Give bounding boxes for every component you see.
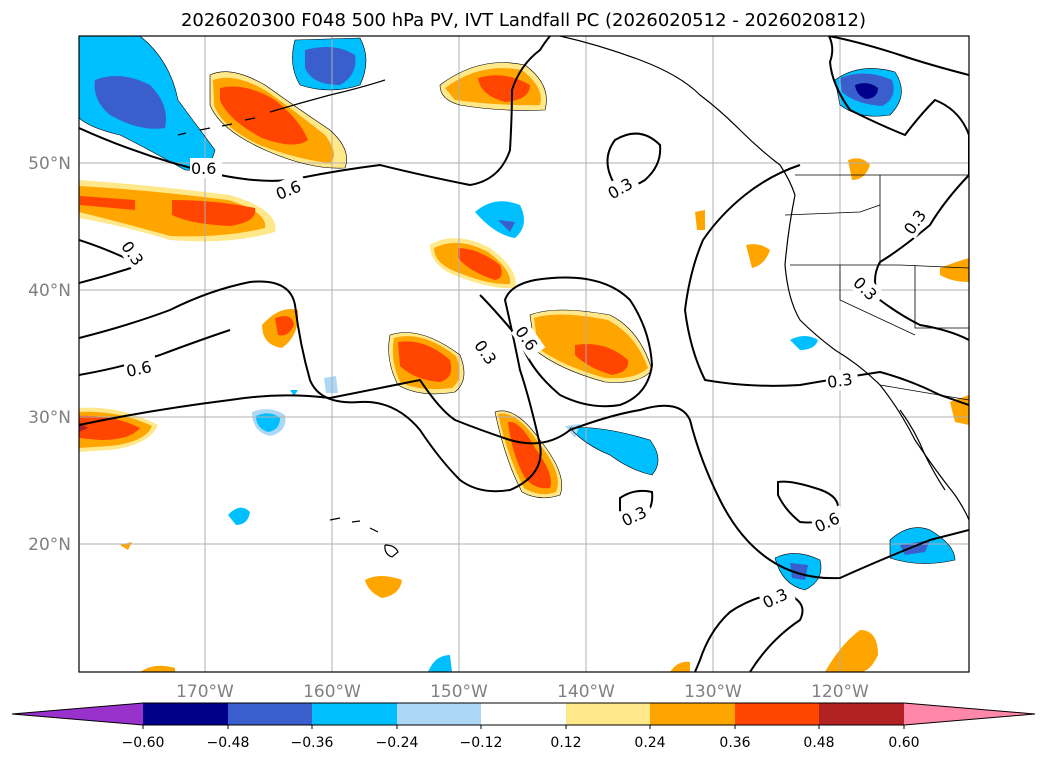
contour-03-bottom: [694, 590, 804, 672]
shade-pos-small7: [825, 630, 878, 672]
shade-pos-haw: [365, 576, 402, 598]
colorbar: −0.60 −0.48 −0.36 −0.24 −0.12 0.12 0.24 …: [11, 702, 1036, 751]
shaded-fields: [79, 36, 969, 672]
latitude-labels: 50°N 40°N 30°N 20°N: [28, 154, 71, 555]
lat-label: 30°N: [28, 408, 71, 428]
map-frame: [78, 35, 970, 673]
lon-label: 150°W: [430, 682, 488, 702]
contour-label: 0.6: [191, 159, 216, 178]
shade-pos-small4: [848, 158, 870, 180]
shade-pos-154-core: [398, 341, 452, 382]
colorbar-segment: [143, 703, 228, 725]
state-border-or-wa: [784, 204, 881, 216]
shade-pos-small2: [695, 210, 705, 230]
colorbar-tick: 0.36: [719, 735, 750, 751]
shade-neg-a-core: [498, 220, 515, 232]
map-title: 2026020300 F048 500 hPa PV, IVT Landfall…: [180, 10, 867, 31]
contour-label: 0.3: [826, 370, 854, 392]
lat-label: 20°N: [28, 535, 71, 555]
shade-neg-f: [790, 336, 818, 350]
colorbar-tick: 0.12: [550, 735, 581, 751]
shade-neg-ne-core: [855, 83, 878, 99]
shade-neg-b: [570, 427, 659, 475]
colorbar-segment: [397, 703, 481, 725]
shade-pos-166w-core: [275, 316, 294, 336]
lon-label: 120°W: [811, 682, 869, 702]
gridlines: [79, 36, 969, 672]
colorbar-tick: −0.24: [376, 735, 419, 751]
lon-label: 140°W: [557, 682, 615, 702]
shade-pos-small9: [670, 661, 690, 672]
shade-pos-top-core: [478, 75, 530, 102]
state-border-az: [914, 265, 969, 329]
contour-label: 0.6: [124, 357, 153, 381]
coastlines: [177, 36, 969, 558]
colorbar-segment: [312, 703, 397, 725]
shade-neg-top-mid: [305, 46, 356, 85]
longitude-labels: 170°W 160°W 150°W 140°W 130°W 120°W: [176, 682, 869, 702]
lon-label: 160°W: [303, 682, 361, 702]
colorbar-segment: [735, 703, 819, 725]
alaska-coast: [559, 36, 796, 196]
shade-neg-j: [290, 390, 298, 396]
shade-pos-mid-core: [458, 248, 502, 280]
aleutians: [177, 117, 256, 136]
state-border-ca-or: [790, 264, 969, 269]
lat-label: 40°N: [28, 281, 71, 301]
shade-neg-nw-mid: [94, 76, 166, 129]
contour-03-coast: [683, 164, 969, 406]
alaska-peninsula: [269, 79, 386, 113]
colorbar-tick: −0.60: [122, 735, 165, 751]
shade-pos-band-core: [220, 86, 308, 145]
colorbar-segment: [481, 703, 566, 725]
colorbar-tick: −0.48: [207, 735, 250, 751]
contour-06-south: [79, 329, 231, 376]
colorbar-segment: [650, 703, 735, 725]
colorbar-segment: [566, 703, 650, 725]
shade-pos-west-core: [80, 196, 256, 226]
shade-neg-d: [228, 507, 250, 525]
colorbar-extend-max: [904, 703, 1035, 725]
colorbar-tick: −0.36: [291, 735, 334, 751]
borders: [784, 174, 969, 401]
shade-neg-c-core: [256, 413, 280, 432]
colorbar-segment: [228, 703, 312, 725]
contour-06-top-ne: [828, 36, 969, 76]
baja-coast: [899, 409, 946, 491]
state-border-ca-nv: [839, 265, 916, 336]
shade-neg-i: [428, 655, 452, 672]
contour-06-mid: [79, 276, 654, 493]
colorbar-extend-min: [12, 703, 143, 725]
lon-label: 170°W: [176, 682, 234, 702]
shade-pos-140-core: [575, 344, 629, 375]
shade-neg-e: [324, 376, 338, 393]
contour-03-south: [79, 378, 969, 580]
colorbar-tick: 0.24: [634, 735, 665, 751]
shade-pos-small8: [140, 665, 175, 672]
colorbar-tick: −0.12: [460, 735, 503, 751]
colorbar-tick: 0.60: [888, 735, 919, 751]
shade-pos-south-core: [508, 421, 551, 489]
ivt-contours: [79, 36, 969, 672]
contour-03-us: [828, 36, 969, 341]
shade-neg-a: [475, 201, 524, 238]
shade-outlines: [79, 36, 956, 591]
colorbar-tick: 0.48: [803, 735, 834, 751]
hawaii: [329, 517, 399, 558]
lon-label: 130°W: [684, 682, 742, 702]
state-border-mex: [879, 384, 969, 401]
lat-label: 50°N: [28, 154, 71, 174]
us-west-coast: [784, 194, 969, 521]
shade-pos-small3: [746, 244, 770, 268]
colorbar-segment: [819, 703, 904, 725]
shade-pos-small5: [940, 258, 969, 282]
shade-pos-small1: [120, 542, 132, 550]
